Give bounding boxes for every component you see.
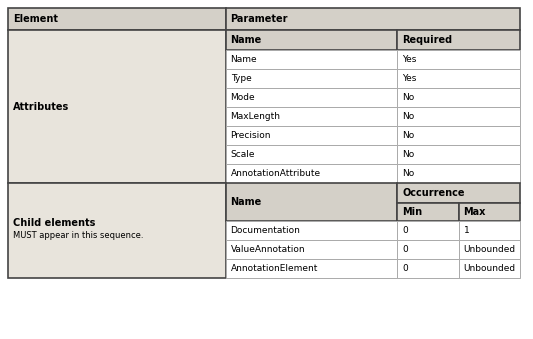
Bar: [225, 8, 520, 30]
Bar: [8, 183, 225, 278]
Text: Name: Name: [231, 35, 262, 45]
Bar: [8, 8, 225, 30]
Bar: [458, 240, 520, 259]
Text: Mode: Mode: [231, 93, 255, 102]
Text: AnnotationElement: AnnotationElement: [231, 264, 318, 273]
Bar: [397, 203, 458, 221]
Bar: [8, 30, 225, 183]
Text: Yes: Yes: [402, 55, 416, 64]
Text: No: No: [402, 93, 414, 102]
Text: Max: Max: [464, 207, 486, 217]
Text: 0: 0: [402, 264, 408, 273]
Bar: [225, 126, 397, 145]
Bar: [397, 240, 458, 259]
Text: Required: Required: [402, 35, 452, 45]
Text: Precision: Precision: [231, 131, 271, 140]
Text: Unbounded: Unbounded: [464, 264, 516, 273]
Bar: [397, 126, 520, 145]
Text: Yes: Yes: [402, 74, 416, 83]
Bar: [225, 240, 397, 259]
Bar: [397, 30, 520, 50]
Text: ValueAnnotation: ValueAnnotation: [231, 245, 305, 254]
Bar: [397, 183, 520, 203]
Text: Scale: Scale: [231, 150, 255, 159]
Text: No: No: [402, 169, 414, 178]
Bar: [225, 30, 397, 50]
Text: Type: Type: [231, 74, 252, 83]
Bar: [225, 259, 397, 278]
Text: 0: 0: [402, 226, 408, 235]
Bar: [458, 259, 520, 278]
Text: MUST appear in this sequence.: MUST appear in this sequence.: [13, 231, 143, 240]
Text: Occurrence: Occurrence: [402, 188, 465, 198]
Text: MaxLength: MaxLength: [231, 112, 280, 121]
Bar: [458, 203, 520, 221]
Text: 1: 1: [464, 226, 470, 235]
Bar: [225, 69, 397, 88]
Bar: [397, 50, 520, 69]
Bar: [397, 107, 520, 126]
Bar: [397, 88, 520, 107]
Text: No: No: [402, 150, 414, 159]
Bar: [397, 164, 520, 183]
Bar: [397, 259, 458, 278]
Bar: [397, 69, 520, 88]
Text: Attributes: Attributes: [13, 101, 69, 112]
Bar: [225, 107, 397, 126]
Text: 0: 0: [402, 245, 408, 254]
Text: Name: Name: [231, 197, 262, 207]
Bar: [225, 145, 397, 164]
Bar: [458, 221, 520, 240]
Text: Element: Element: [13, 14, 58, 24]
Text: AnnotationAttribute: AnnotationAttribute: [231, 169, 321, 178]
Bar: [225, 88, 397, 107]
Text: Name: Name: [231, 55, 257, 64]
Text: Unbounded: Unbounded: [464, 245, 516, 254]
Bar: [225, 50, 397, 69]
Text: Min: Min: [402, 207, 422, 217]
Text: Child elements: Child elements: [13, 219, 95, 228]
Text: No: No: [402, 112, 414, 121]
Bar: [225, 221, 397, 240]
Bar: [225, 183, 397, 221]
Bar: [397, 221, 458, 240]
Text: Parameter: Parameter: [231, 14, 288, 24]
Bar: [397, 145, 520, 164]
Text: Documentation: Documentation: [231, 226, 301, 235]
Text: No: No: [402, 131, 414, 140]
Bar: [225, 164, 397, 183]
